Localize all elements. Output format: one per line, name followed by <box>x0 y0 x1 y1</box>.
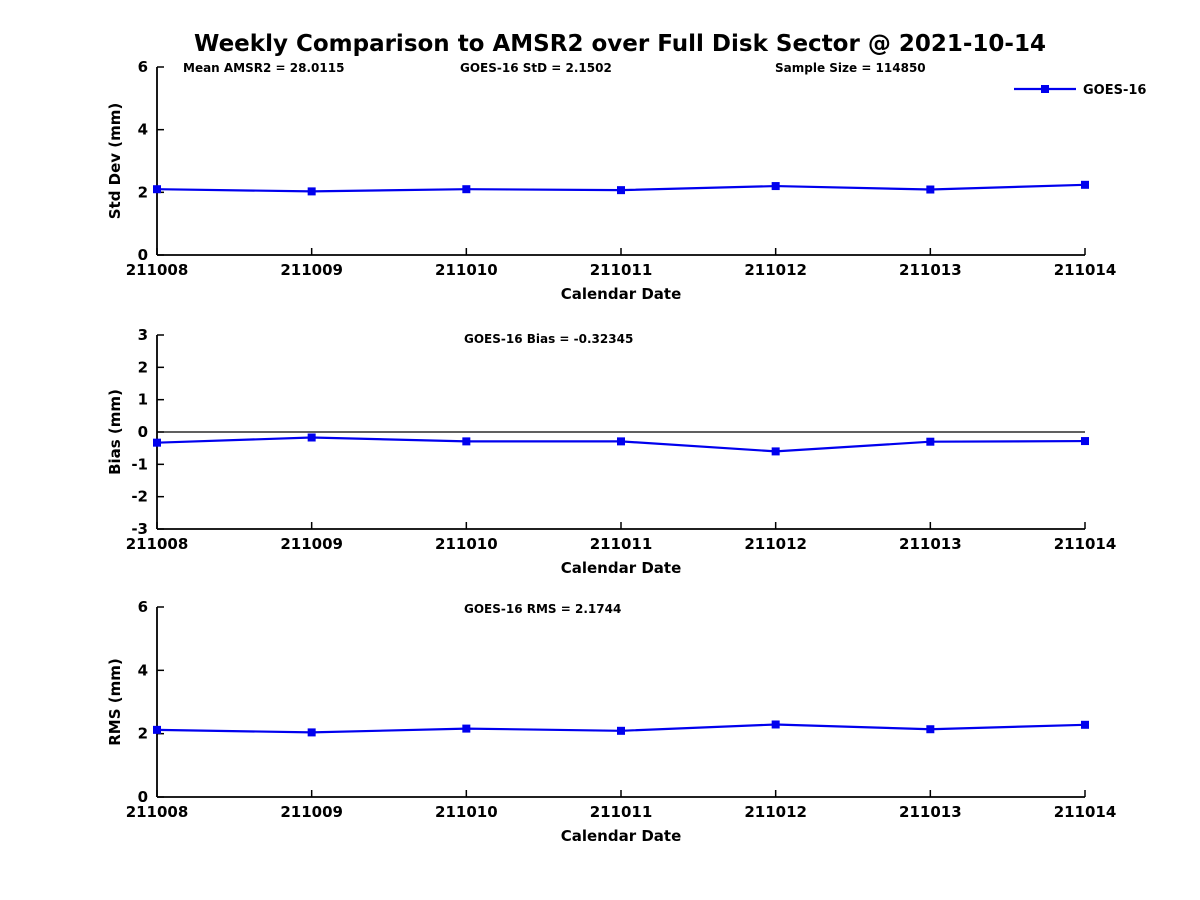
goes16-data-marker <box>926 437 935 446</box>
x-tick-label: 211014 <box>1054 535 1117 553</box>
y-tick-label: 4 <box>138 121 148 139</box>
y-tick-label: 6 <box>138 58 148 76</box>
x-axis-label: Calendar Date <box>561 559 682 577</box>
bias-subplot: GOES-16 Bias = -0.32345 -3 -2 -1 0 1 2 3 211008 2… <box>106 326 1117 577</box>
goes16-data-marker <box>771 447 780 456</box>
goes16-data-marker <box>1081 720 1089 729</box>
x-tick-label: 211008 <box>126 535 189 553</box>
goes16-data-marker <box>617 726 625 735</box>
y-tick-label: 2 <box>138 358 148 376</box>
x-tick-label: 211012 <box>744 261 807 279</box>
annotation-text: GOES-16 RMS = 2.1744 <box>464 602 621 616</box>
chart-title: Weekly Comparison to AMSR2 over Full Dis… <box>194 31 1046 57</box>
goes16-data-marker <box>1081 180 1089 189</box>
y-tick-label: 1 <box>138 391 148 409</box>
annotation-text: GOES-16 StD = 2.1502 <box>460 61 612 75</box>
goes16-data-marker <box>1081 437 1089 446</box>
goes16-data-marker <box>307 433 316 442</box>
y-tick-label: 6 <box>138 598 148 616</box>
x-tick-label: 211011 <box>590 803 653 821</box>
goes16-data-marker <box>926 185 935 194</box>
y-tick-label: 0 <box>138 788 148 806</box>
annotation-text: Sample Size = 114850 <box>775 61 926 75</box>
x-tick-label: 211014 <box>1054 261 1117 279</box>
x-tick-label: 211008 <box>126 261 189 279</box>
y-axis-label: Std Dev (mm) <box>106 103 124 220</box>
x-tick-label: 211011 <box>590 261 653 279</box>
y-tick-label: -1 <box>131 455 148 473</box>
goes16-data-marker <box>307 187 316 196</box>
x-tick-label: 211013 <box>899 535 962 553</box>
goes16-data-marker <box>926 725 935 734</box>
y-tick-label: 0 <box>138 246 148 264</box>
goes16-data-marker <box>771 182 780 191</box>
goes16-data-marker <box>462 724 471 733</box>
y-tick-label: 4 <box>138 661 148 679</box>
goes16-data-marker <box>462 437 471 446</box>
x-tick-label: 211008 <box>126 803 189 821</box>
x-tick-label: 211009 <box>280 535 343 553</box>
goes16-data-marker <box>462 185 471 194</box>
goes16-data-marker <box>153 725 161 734</box>
y-tick-label: 2 <box>138 725 148 743</box>
x-tick-label: 211010 <box>435 261 498 279</box>
x-tick-label: 211014 <box>1054 803 1117 821</box>
x-tick-label: 211013 <box>899 261 962 279</box>
x-tick-label: 211010 <box>435 535 498 553</box>
goes16-data-marker <box>153 438 161 447</box>
y-axis-label: RMS (mm) <box>106 658 124 745</box>
y-tick-label: 2 <box>138 183 148 201</box>
annotation-text: GOES-16 Bias = -0.32345 <box>464 332 633 346</box>
legend-label: GOES-16 <box>1083 83 1146 98</box>
x-tick-label: 211012 <box>744 535 807 553</box>
rms-subplot: GOES-16 RMS = 2.1744 0 2 4 6 211008 211009 2110… <box>106 598 1117 845</box>
goes16-data-marker <box>153 185 161 194</box>
y-tick-label: 0 <box>138 423 148 441</box>
x-tick-label: 211010 <box>435 803 498 821</box>
y-tick-label: 3 <box>138 326 148 344</box>
x-tick-label: 211013 <box>899 803 962 821</box>
y-tick-label: -3 <box>131 520 148 538</box>
x-axis-label: Calendar Date <box>561 285 682 303</box>
y-tick-label: -2 <box>131 488 148 506</box>
legend-marker-sample <box>1041 85 1049 93</box>
y-axis-label: Bias (mm) <box>106 389 124 475</box>
x-tick-label: 211012 <box>744 803 807 821</box>
goes16-data-marker <box>771 720 780 729</box>
goes16-data-marker <box>617 437 625 446</box>
goes16-data-marker <box>617 186 625 195</box>
x-axis-label: Calendar Date <box>561 827 682 845</box>
x-tick-label: 211011 <box>590 535 653 553</box>
x-tick-label: 211009 <box>280 803 343 821</box>
annotation-text: Mean AMSR2 = 28.0115 <box>183 61 344 75</box>
std-dev-subplot: Mean AMSR2 = 28.0115 GOES-16 StD = 2.1502… <box>106 58 1146 303</box>
x-tick-label: 211009 <box>280 261 343 279</box>
goes16-data-marker <box>307 728 316 737</box>
